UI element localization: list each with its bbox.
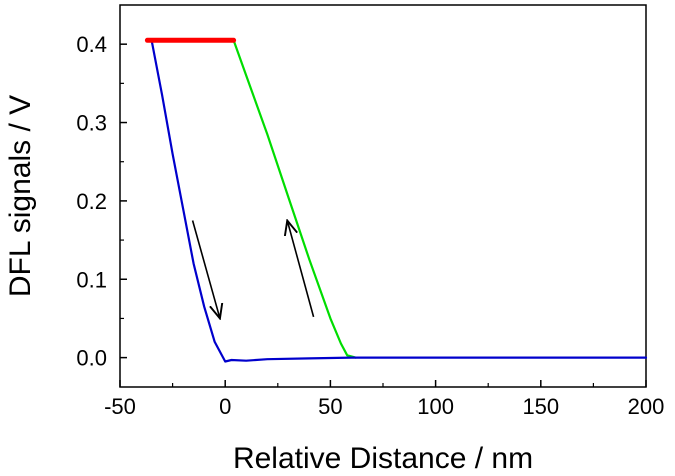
series-line <box>150 39 648 363</box>
y-tick-label: 0.4 <box>76 32 107 57</box>
x-tick-label: 50 <box>318 394 342 419</box>
x-axis-title: Relative Distance / nm <box>233 442 533 475</box>
y-axis-title: DFL signals / V <box>4 95 37 297</box>
plot-frame <box>119 4 647 388</box>
annotation-layer <box>191 220 315 318</box>
series-layer <box>144 37 648 363</box>
x-tick-label: 0 <box>219 394 231 419</box>
plot-area <box>119 4 647 388</box>
retract-arrow <box>287 220 315 318</box>
y-tick-label: 0.3 <box>76 111 107 136</box>
approach-arrow <box>191 220 220 318</box>
y-tick-label: 0.1 <box>76 267 107 292</box>
x-tick-label: 150 <box>522 394 559 419</box>
x-tick-label: 100 <box>417 394 454 419</box>
tick-layer: -50 0 50 100 150 200 0.0 0.1 0.2 0.3 0.4 <box>76 32 664 419</box>
series-line <box>232 39 357 359</box>
x-tick-label: 200 <box>628 394 665 419</box>
x-tick-label: -50 <box>104 394 136 419</box>
y-tick-label: 0.2 <box>76 189 107 214</box>
y-tick-label: 0.0 <box>76 346 107 371</box>
